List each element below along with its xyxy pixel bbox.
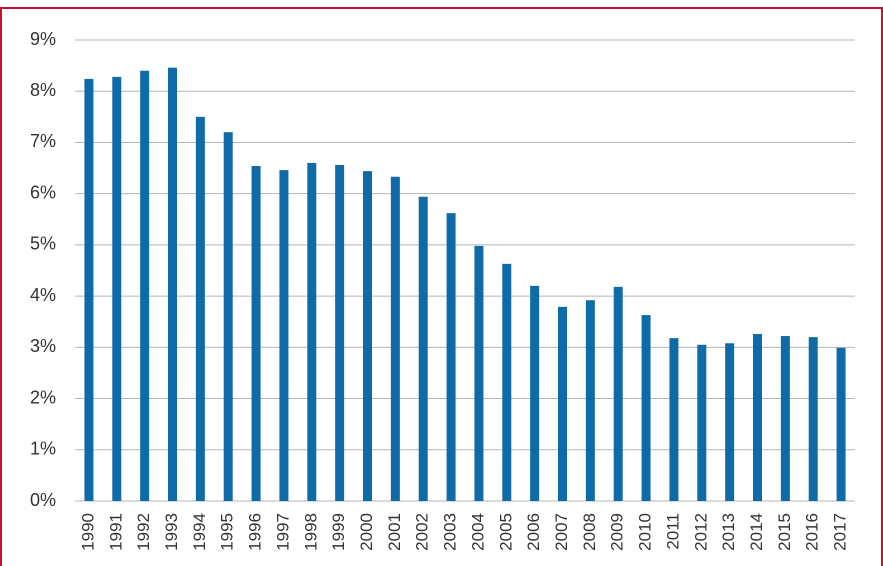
bar	[502, 263, 512, 501]
x-tick-label: 2002	[413, 513, 432, 551]
x-tick-label: 2012	[691, 513, 710, 551]
frame-border	[0, 7, 883, 566]
x-tick-label: 2017	[831, 513, 850, 551]
bar	[613, 286, 623, 501]
bar	[474, 245, 484, 501]
bar	[725, 343, 735, 501]
x-tick-label: 2006	[524, 513, 543, 551]
x-tick-label: 1999	[329, 513, 348, 551]
x-tick-label: 2015	[775, 513, 794, 551]
x-tick-label: 1990	[78, 513, 97, 551]
y-tick-label: 4%	[30, 285, 56, 305]
x-tick-label: 2007	[552, 513, 571, 551]
x-tick-label: 2005	[496, 513, 515, 551]
x-tick-label: 1993	[162, 513, 181, 551]
x-tick-label: 1996	[246, 513, 265, 551]
bar	[530, 285, 540, 501]
bar	[390, 176, 400, 501]
x-tick-label: 1992	[134, 513, 153, 551]
bar	[558, 306, 567, 501]
x-tick-label: 2000	[357, 513, 376, 551]
y-tick-label: 3%	[30, 336, 56, 356]
bar	[251, 166, 261, 502]
x-tick-label: 2016	[803, 513, 822, 551]
y-tick-label: 6%	[30, 182, 56, 202]
x-tick-label: 2003	[441, 513, 460, 551]
bar	[140, 70, 150, 501]
bar	[418, 196, 428, 502]
bar	[641, 315, 651, 501]
bar	[780, 336, 790, 501]
bar	[446, 213, 456, 501]
x-tick-label: 1994	[190, 513, 209, 551]
bar	[112, 76, 122, 501]
bar	[195, 116, 205, 501]
x-tick-label: 1995	[218, 513, 237, 551]
y-tick-label: 1%	[30, 439, 56, 459]
bar	[363, 171, 372, 501]
y-tick-label: 9%	[30, 29, 56, 49]
bar	[697, 344, 707, 501]
bar	[279, 170, 289, 502]
y-tick-label: 2%	[30, 387, 56, 407]
bar	[168, 67, 177, 501]
bar	[335, 164, 345, 501]
bar	[223, 132, 233, 501]
bar	[585, 300, 595, 501]
x-tick-label: 1998	[301, 513, 320, 551]
bar	[669, 338, 679, 501]
y-tick-label: 8%	[30, 80, 56, 100]
x-tick-label: 2004	[468, 513, 487, 551]
x-tick-label: 2009	[608, 513, 627, 551]
bar	[84, 78, 94, 501]
bar	[307, 162, 317, 501]
x-tick-label: 1997	[273, 513, 292, 551]
y-tick-label: 0%	[30, 490, 56, 510]
bar	[753, 334, 762, 501]
x-tick-label: 2014	[747, 513, 766, 551]
y-tick-label: 5%	[30, 234, 56, 254]
x-tick-label: 2013	[719, 513, 738, 551]
y-tick-label: 7%	[30, 131, 56, 151]
bar	[836, 347, 846, 501]
x-tick-label: 2008	[580, 513, 599, 551]
bar	[808, 337, 818, 501]
x-tick-label: 2001	[385, 513, 404, 551]
x-tick-label: 1991	[106, 513, 125, 551]
x-tick-label: 2010	[636, 513, 655, 551]
x-tick-label: 2011	[663, 513, 682, 550]
